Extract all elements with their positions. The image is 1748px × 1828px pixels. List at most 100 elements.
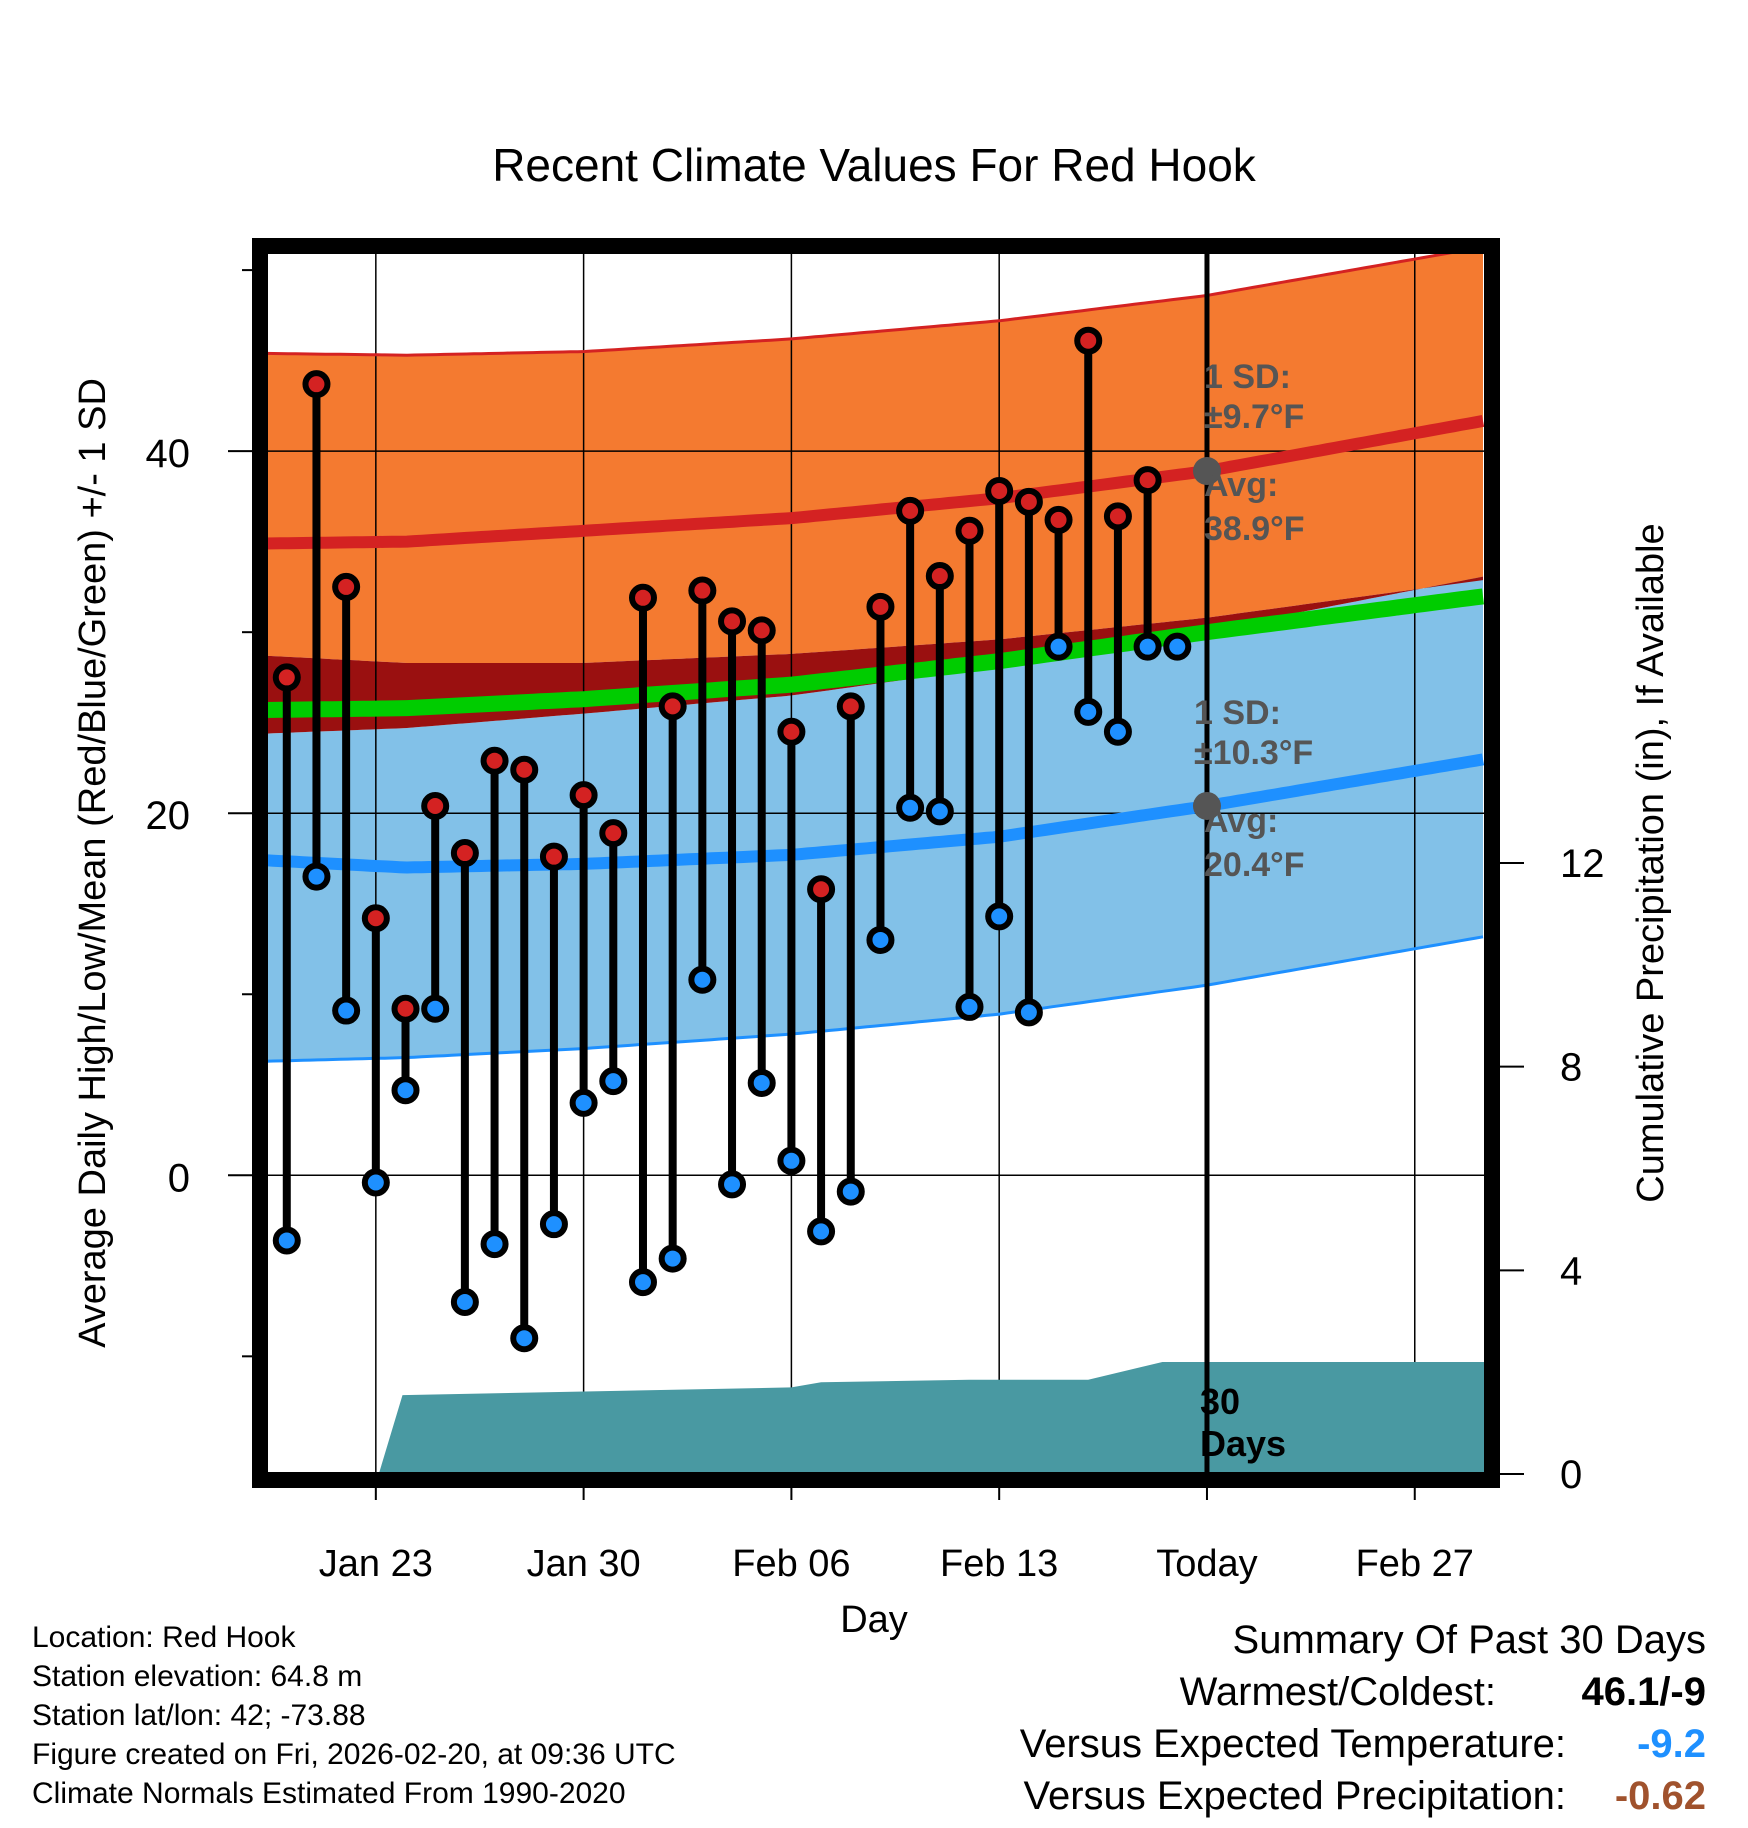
mean-normal-line (266, 588, 1484, 718)
high-normal-line (266, 415, 1485, 550)
high-normal-marker (1192, 457, 1221, 486)
low-normal-marker (1192, 791, 1221, 820)
low-temp-point (1133, 632, 1162, 661)
low-temp-point (718, 1170, 747, 1199)
low-avg-label: Avg: (1204, 802, 1278, 840)
y-axis-label: Average Daily High/Low/Mean (Red/Blue/Gr… (72, 378, 114, 1348)
x-tick-label: Jan 30 (527, 1543, 641, 1585)
low-temp-point (688, 965, 717, 994)
y2-tick-label: 8 (1560, 1046, 1582, 1090)
low-temp-point (896, 793, 925, 822)
low-temp-point (1103, 717, 1132, 746)
low-temp-point (1074, 697, 1103, 726)
y2-tick-label: 0 (1560, 1453, 1582, 1497)
low-temp-point (599, 1067, 628, 1096)
high-avg-label: Avg: (1204, 466, 1278, 504)
summary-panel: Summary Of Past 30 Days Warmest/Coldest:… (1020, 1614, 1706, 1822)
created-text: Figure created on Fri, 2026-02-20, at 09… (32, 1738, 676, 1771)
low-temp-point (1163, 632, 1192, 661)
high-temp-point (955, 516, 984, 545)
high-temp-point (1014, 487, 1043, 516)
precip-window-label: Days (1200, 1423, 1286, 1464)
low-sd-value: ±10.3°F (1194, 734, 1313, 772)
low-temp-point (658, 1244, 687, 1273)
low-sd-band (266, 576, 1483, 1062)
high-temp-point (1103, 502, 1132, 531)
high-temp-point (866, 592, 895, 621)
precip-area (378, 1362, 1486, 1474)
temp-departure-value: -9.2 (1637, 1722, 1706, 1766)
latlon-text: Station lat/lon: 42; -73.88 (32, 1699, 366, 1732)
warm-cold-value: 46.1/-9 (1581, 1670, 1706, 1714)
x-tick-label: Feb 13 (940, 1543, 1058, 1585)
high-temp-point (747, 616, 776, 645)
high-temp-point (272, 663, 301, 692)
chart-title: Recent Climate Values For Red Hook (492, 139, 1256, 191)
summary-heading: Summary Of Past 30 Days (1232, 1618, 1706, 1662)
low-temp-point (925, 797, 954, 826)
x-tick-label: Today (1156, 1543, 1257, 1585)
x-axis-label: Day (840, 1599, 908, 1641)
x-tick-label: Jan 23 (319, 1543, 433, 1585)
high-temp-point (628, 583, 657, 612)
high-temp-point (688, 576, 717, 605)
low-temp-point (272, 1226, 301, 1255)
high-upper-line (266, 252, 1464, 357)
high-temp-point (361, 904, 390, 933)
high-temp-point (1074, 326, 1103, 355)
high-temp-point (1133, 466, 1162, 495)
precip-window-label: 30 (1200, 1381, 1240, 1422)
low-temp-point (628, 1268, 657, 1297)
low-temp-point (836, 1177, 865, 1206)
high-temp-point (450, 839, 479, 868)
low-temp-point (985, 902, 1014, 931)
low-temp-point (391, 1076, 420, 1105)
high-temp-point (658, 692, 687, 721)
elevation-text: Station elevation: 64.8 m (32, 1660, 363, 1693)
low-temp-point (807, 1217, 836, 1246)
x-tick-label: Feb 06 (732, 1543, 850, 1585)
high-sd-value: ±9.7°F (1204, 398, 1304, 436)
high-temp-point (332, 572, 361, 601)
high-temp-point (391, 994, 420, 1023)
low-temp-point (510, 1324, 539, 1353)
low-temp-point (361, 1168, 390, 1197)
high-temp-point (777, 717, 806, 746)
high-temp-point (569, 781, 598, 810)
high-temp-point (836, 692, 865, 721)
high-temp-point (718, 607, 747, 636)
y2-tick-label: 12 (1560, 842, 1605, 886)
y2-tick-label: 4 (1560, 1249, 1582, 1293)
low-sd-label: 1 SD: (1194, 694, 1281, 732)
low-temp-point (332, 996, 361, 1025)
high-temp-point (599, 819, 628, 848)
low-temp-point (480, 1230, 509, 1259)
high-temp-point (421, 791, 450, 820)
low-temp-point (302, 862, 331, 891)
high-temp-point (539, 842, 568, 871)
station-info: Location: Red Hook Station elevation: 64… (32, 1618, 676, 1813)
high-temp-point (302, 370, 331, 399)
low-temp-point (569, 1088, 598, 1117)
low-temp-point (777, 1146, 806, 1175)
precip-departure-value: -0.62 (1614, 1774, 1706, 1818)
high-temp-point (985, 476, 1014, 505)
high-avg-value: 38.9°F (1204, 510, 1305, 548)
low-temp-point (747, 1068, 776, 1097)
precip-departure-label: Versus Expected Precipitation: (1023, 1774, 1566, 1818)
high-temp-point (925, 562, 954, 591)
location-text: Location: Red Hook (32, 1621, 296, 1654)
temp-departure-label: Versus Expected Temperature: (1019, 1722, 1566, 1766)
high-temp-point (1044, 505, 1073, 534)
high-temp-point (480, 746, 509, 775)
low-avg-value: 20.4°F (1204, 846, 1305, 884)
low-temp-point (539, 1210, 568, 1239)
y-tick-label: 40 (146, 432, 191, 476)
low-temp-point (1044, 632, 1073, 661)
normals-text: Climate Normals Estimated From 1990-2020 (32, 1777, 626, 1810)
low-temp-point (421, 994, 450, 1023)
high-temp-point (896, 496, 925, 525)
high-temp-point (510, 755, 539, 784)
low-temp-point (1014, 998, 1043, 1027)
